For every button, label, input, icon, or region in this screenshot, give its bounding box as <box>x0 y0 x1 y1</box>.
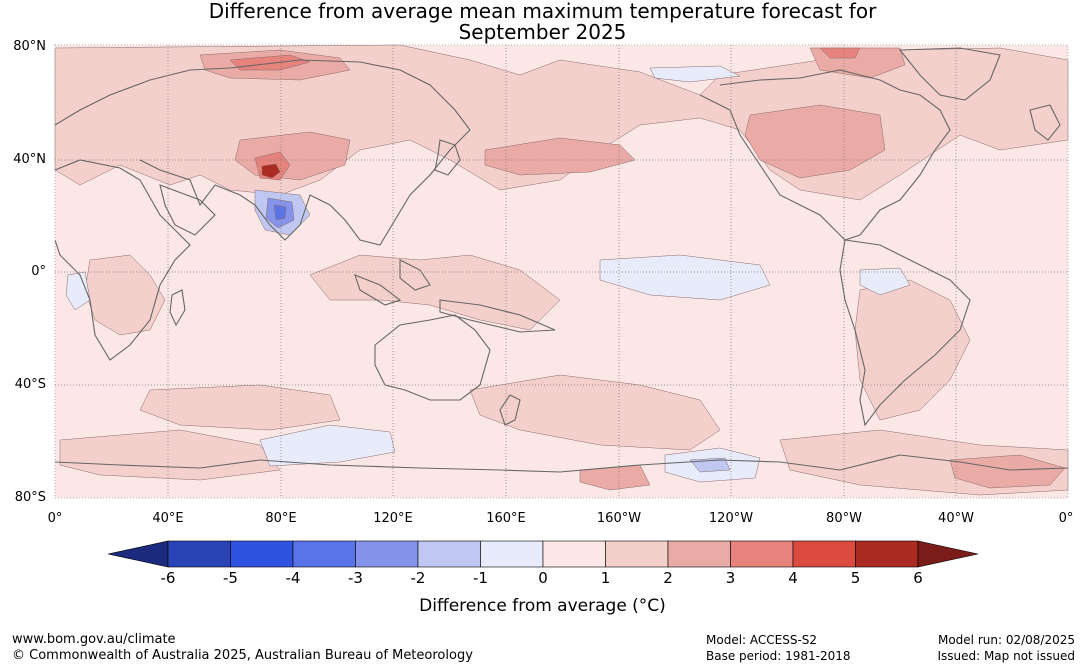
map-frame <box>54 44 1069 499</box>
lon-label-40e: 40°E <box>152 511 184 526</box>
colorbar-tick-label: 4 <box>788 569 798 587</box>
lon-label-0-west: 0° <box>47 511 63 526</box>
coast-europe-west <box>1029 104 1061 141</box>
coast-madagascar <box>169 289 186 327</box>
footer-model-run: Model run: 02/08/2025 <box>937 633 1075 647</box>
lon-label-120w: 120°W <box>708 511 754 526</box>
coast-indonesia <box>354 259 556 333</box>
colorbar-label: Difference from average (°C) <box>419 596 666 616</box>
colorbar-segment <box>230 540 294 568</box>
anomaly-patch-southocean-atl <box>949 454 1066 489</box>
anomaly-patch-maritime <box>309 254 561 331</box>
map-title-line1: Difference from average mean maximum tem… <box>208 0 877 23</box>
lat-label-80s: 80°S <box>14 490 46 505</box>
colorbar-segments <box>107 540 979 568</box>
coast-north-america <box>699 69 951 241</box>
coast-africa <box>54 159 191 361</box>
coastlines <box>54 47 1069 473</box>
lon-label-160e: 160°E <box>486 511 526 526</box>
colorbar-tick-label: -4 <box>285 569 301 587</box>
colorbar-segment <box>792 540 856 568</box>
anomaly-patch-southpacific <box>469 374 721 451</box>
colorbar-extend-high <box>917 540 979 568</box>
coast-eurasia <box>54 59 471 246</box>
lat-label-40n: 40°N <box>13 152 46 167</box>
lon-label-0-east: 0° <box>1058 511 1074 526</box>
anomaly-patch-tibet-core <box>261 163 281 179</box>
colorbar-segment <box>605 540 669 568</box>
colorbar-tick-label: 5 <box>850 569 861 587</box>
anomaly-field <box>54 44 1069 496</box>
colorbar-extend-low <box>107 540 169 568</box>
coast-newzealand <box>499 394 521 426</box>
colorbar-segment <box>292 540 356 568</box>
graticule <box>55 45 1068 498</box>
anomaly-patch-equatorial-pacific <box>599 254 771 301</box>
coast-south-america <box>839 239 971 427</box>
anomaly-patch-north-pacific <box>484 137 636 176</box>
colorbar-segment <box>667 540 731 568</box>
colorbar-tick-label: -1 <box>473 569 488 587</box>
lon-label-40w: 40°W <box>938 511 974 526</box>
anomaly-patch-arctic-hot <box>819 47 861 59</box>
lat-label-0: 0° <box>31 264 46 279</box>
anomaly-patch-indian <box>139 384 341 431</box>
anomaly-patch-india-center <box>273 204 287 221</box>
lon-label-160w: 160°W <box>596 511 642 526</box>
anomaly-patch-southocean-west <box>59 429 281 481</box>
anomaly-patch-southocean-cool1 <box>259 424 396 467</box>
lon-label-80w: 80°W <box>826 511 862 526</box>
anomaly-patch-nw-atlantic-cool <box>649 65 741 83</box>
colorbar-segment <box>730 540 794 568</box>
lat-label-40s: 40°S <box>14 377 46 392</box>
footer-copyright: © Commonwealth of Australia 2025, Austra… <box>12 648 473 663</box>
colorbar-tick-label: -2 <box>410 569 426 587</box>
colorbar-segment <box>480 540 544 568</box>
footer-website: www.bom.gov.au/climate <box>12 632 176 647</box>
colorbar-segment <box>542 540 606 568</box>
footer-base-period: Base period: 1981-2018 <box>706 649 851 663</box>
lat-label-80n: 80°N <box>13 39 46 54</box>
anomaly-patch-southatlantic-cool <box>859 267 911 296</box>
colorbar-segment <box>855 540 919 568</box>
colorbar-tick-label: 2 <box>663 569 673 587</box>
colorbar-tick-label: 1 <box>600 569 611 587</box>
colorbar-segment <box>167 540 231 568</box>
colorbar-tick-label: -6 <box>160 569 176 587</box>
lon-label-120e: 120°E <box>373 511 413 526</box>
colorbar-tick-label: -5 <box>223 569 238 587</box>
footer-model: Model: ACCESS-S2 <box>706 633 818 647</box>
map-title-line2: September 2025 <box>458 20 627 44</box>
lon-label-80e: 80°E <box>265 511 297 526</box>
colorbar-tick-label: 3 <box>725 569 736 587</box>
footer-issued: Issued: Map not issued <box>937 649 1075 663</box>
coast-greenland <box>898 47 1001 101</box>
colorbar-tick-label: 0 <box>538 569 548 587</box>
colorbar-segment <box>417 540 481 568</box>
colorbar-tick-label: -3 <box>348 569 363 587</box>
coast-japan <box>434 139 461 176</box>
anomaly-patch-south-africa-cool <box>65 271 91 311</box>
coast-antarctica <box>54 454 1069 473</box>
colorbar-tick-label: 6 <box>913 569 923 587</box>
colorbar-segment <box>355 540 419 568</box>
coast-arabia <box>159 184 216 236</box>
